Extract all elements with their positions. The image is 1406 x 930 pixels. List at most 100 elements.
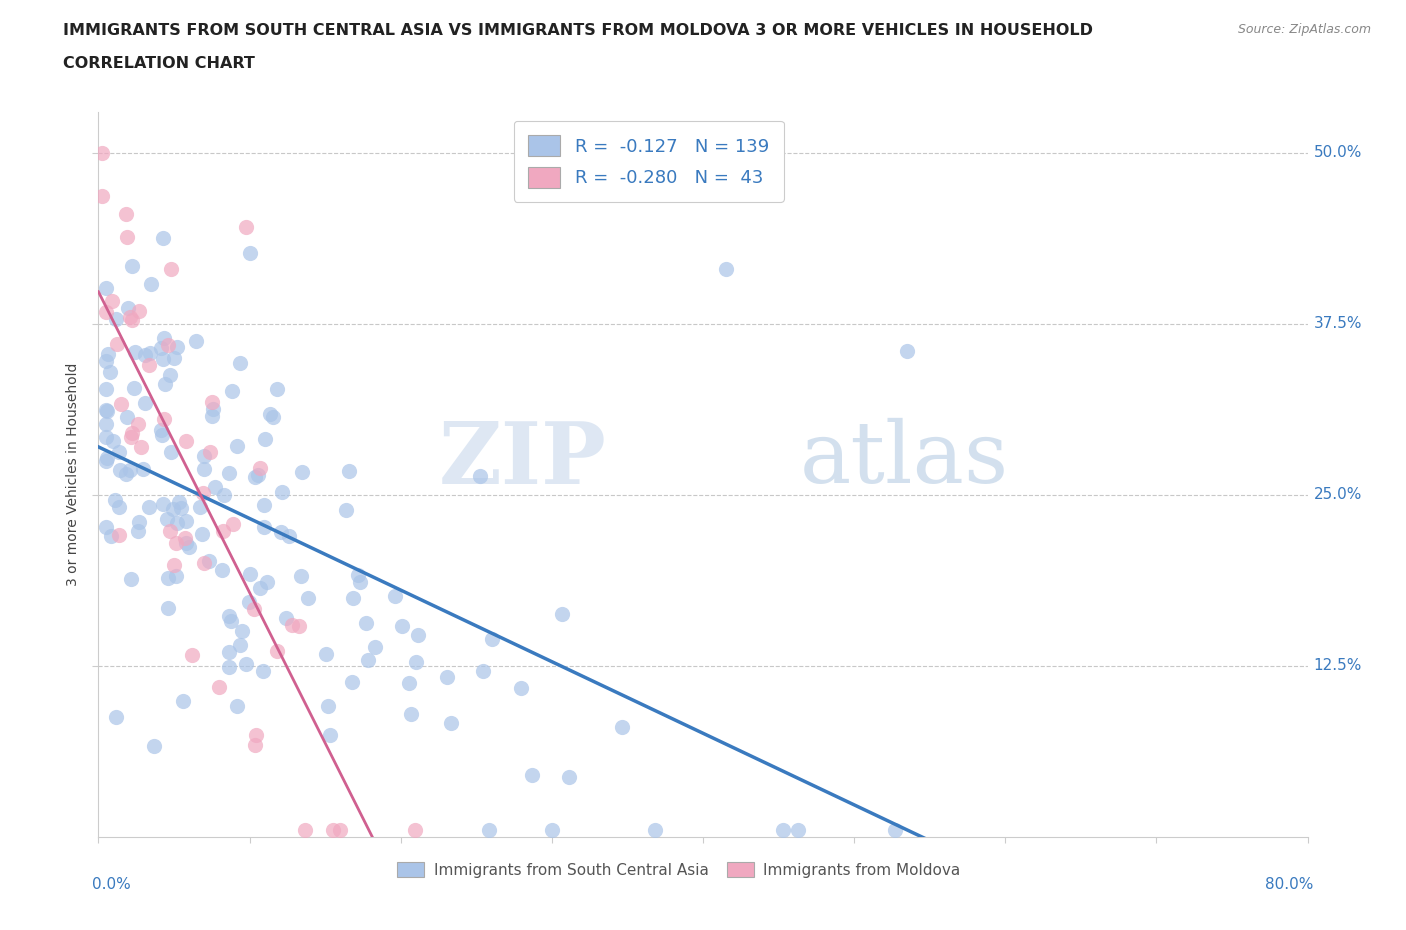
Point <box>167 494 190 509</box>
Text: Source: ZipAtlas.com: Source: ZipAtlas.com <box>1237 23 1371 36</box>
Point <box>318 699 340 714</box>
Point <box>156 512 179 526</box>
Point <box>256 575 278 590</box>
Point <box>186 333 208 348</box>
Point <box>270 525 292 539</box>
Point <box>254 432 277 446</box>
Point <box>391 619 413 634</box>
Point <box>114 206 136 221</box>
Point <box>174 536 197 551</box>
Point <box>253 498 276 512</box>
Point <box>128 304 150 319</box>
Point <box>290 569 312 584</box>
Point <box>322 823 344 838</box>
Point <box>558 770 581 785</box>
Point <box>772 823 794 838</box>
Point <box>238 594 260 609</box>
Point <box>108 527 131 542</box>
Point <box>105 312 128 326</box>
Point <box>94 403 117 418</box>
Point <box>176 513 198 528</box>
Point <box>190 526 212 541</box>
Point <box>181 647 204 662</box>
Point <box>218 466 240 481</box>
Point <box>245 727 267 742</box>
Point <box>150 340 173 355</box>
Point <box>354 616 377 631</box>
Point <box>550 606 572 621</box>
Point <box>357 653 380 668</box>
Point <box>160 445 183 459</box>
Point <box>399 707 422 722</box>
Point <box>166 516 188 531</box>
Point <box>122 380 145 395</box>
Point <box>163 351 186 365</box>
Point <box>436 670 458 684</box>
Point <box>150 427 173 442</box>
Point <box>201 409 224 424</box>
Text: 50.0%: 50.0% <box>1313 145 1362 160</box>
Point <box>121 312 143 327</box>
Point <box>108 445 131 460</box>
Point <box>291 464 314 479</box>
Point <box>94 519 117 534</box>
Point <box>160 261 183 276</box>
Point <box>172 693 194 708</box>
Point <box>91 145 114 160</box>
Point <box>94 353 117 368</box>
Point <box>335 502 357 517</box>
Text: CORRELATION CHART: CORRELATION CHART <box>63 56 254 71</box>
Point <box>259 406 281 421</box>
Point <box>174 433 197 448</box>
Point <box>110 463 132 478</box>
Point <box>124 345 146 360</box>
Point <box>152 497 174 512</box>
Point <box>153 412 176 427</box>
Point <box>96 280 118 295</box>
Point <box>266 382 288 397</box>
Point <box>159 368 181 383</box>
Point <box>134 347 156 362</box>
Text: 25.0%: 25.0% <box>1313 487 1362 502</box>
Point <box>132 461 155 476</box>
Text: ZIP: ZIP <box>439 418 606 502</box>
Point <box>103 433 125 448</box>
Point <box>120 572 142 587</box>
Point <box>157 600 180 615</box>
Point <box>134 395 156 410</box>
Point <box>249 580 271 595</box>
Point <box>235 657 257 671</box>
Point <box>163 558 186 573</box>
Point <box>152 352 174 366</box>
Point <box>405 654 427 669</box>
Point <box>481 631 503 646</box>
Point <box>239 246 262 260</box>
Point <box>118 309 141 324</box>
Point <box>96 404 118 418</box>
Point <box>468 469 491 484</box>
Point <box>139 346 162 361</box>
Point <box>139 276 162 291</box>
Text: 12.5%: 12.5% <box>1313 658 1362 673</box>
Point <box>329 823 352 838</box>
Point <box>100 528 122 543</box>
Point <box>104 710 127 724</box>
Text: 37.5%: 37.5% <box>1313 316 1362 331</box>
Point <box>162 501 184 516</box>
Point <box>408 627 430 642</box>
Point <box>156 571 179 586</box>
Point <box>117 300 139 315</box>
Point <box>193 449 215 464</box>
Point <box>188 499 211 514</box>
Point <box>471 663 494 678</box>
Point <box>94 454 117 469</box>
Point <box>153 330 176 345</box>
Point <box>91 189 114 204</box>
Point <box>644 823 666 838</box>
Point <box>384 589 406 604</box>
Point <box>159 524 181 538</box>
Point <box>363 640 385 655</box>
Point <box>121 259 143 273</box>
Point <box>127 524 149 538</box>
Point <box>156 338 179 352</box>
